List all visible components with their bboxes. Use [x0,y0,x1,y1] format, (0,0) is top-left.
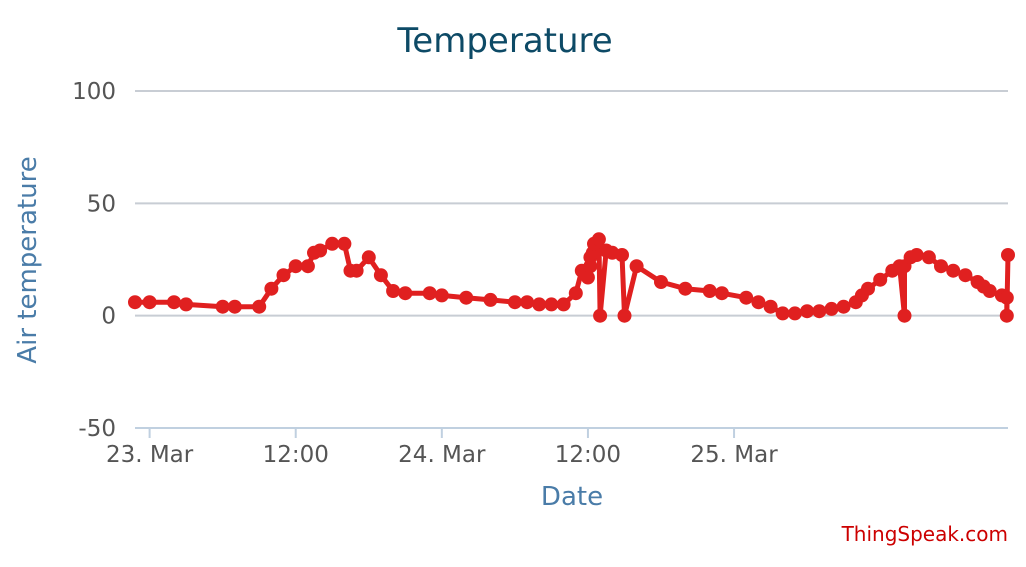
y-tick-label: 0 [101,304,116,330]
data-point [361,250,376,265]
data-point [654,275,668,289]
data-point [999,290,1014,305]
data-point [507,295,522,310]
data-point [836,299,851,314]
data-point [921,250,936,265]
data-point [580,270,595,285]
data-point [591,232,606,247]
data-point [288,259,303,274]
data-point [520,295,535,310]
data-point [373,268,388,283]
y-tick-label: -50 [78,416,116,442]
data-point [215,299,230,314]
data-point [615,248,629,262]
data-point [556,297,571,312]
x-tick-label: 25. Mar [690,442,778,468]
data-point [982,284,997,298]
data-point [787,306,802,321]
data-point [276,268,291,283]
data-point [714,286,729,301]
x-tick-label: 12:00 [263,442,329,468]
x-tick-label: 23. Mar [106,442,194,468]
x-ticks: 23. Mar 12:00 24. Mar 12:00 25. Mar [106,428,778,468]
data-point [629,259,644,274]
series-temperature [128,232,1015,323]
data-point [934,259,948,274]
data-point [142,295,157,310]
data-point [386,284,401,298]
data-point [264,281,279,296]
data-point [617,308,632,323]
data-point [861,281,875,296]
data-point [702,284,717,298]
data-point [544,297,559,312]
data-point [946,263,961,278]
data-point [909,248,924,262]
y-tick-label: 50 [87,191,116,217]
data-point [739,290,754,305]
y-gridlines [135,90,1008,317]
data-point [227,299,242,314]
y-axis-title: Air temperature [13,156,43,363]
data-point [763,299,778,314]
data-point [532,297,547,312]
data-point [325,236,340,251]
chart-title: Temperature [396,21,612,61]
data-point [1001,248,1015,262]
data-point [800,304,815,319]
data-point [179,297,194,312]
data-point [167,295,181,310]
data-point [775,306,790,321]
data-point [483,292,498,307]
data-point [349,263,364,278]
data-point [958,268,973,283]
data-point [824,301,839,316]
data-point [999,308,1014,323]
data-point [128,295,142,310]
data-point [422,286,437,301]
data-point [897,308,912,323]
x-axis-title: Date [541,482,603,512]
data-point [300,259,315,274]
x-tick-label: 12:00 [555,442,621,468]
data-point [313,243,328,258]
data-point [751,295,766,310]
x-tick-label: 24. Mar [398,442,486,468]
data-point [459,290,474,305]
data-point [252,299,267,314]
data-point [873,272,888,287]
data-point [337,236,352,251]
data-point [398,286,413,301]
thingspeak-credit-link[interactable]: ThingSpeak.com [841,522,1008,546]
data-point [434,288,449,303]
data-point [812,304,827,319]
y-tick-label: 100 [72,79,116,105]
data-point [568,286,583,301]
y-tick-labels: 100 50 0 -50 [72,79,116,442]
data-point [593,308,608,323]
data-point [678,281,693,296]
